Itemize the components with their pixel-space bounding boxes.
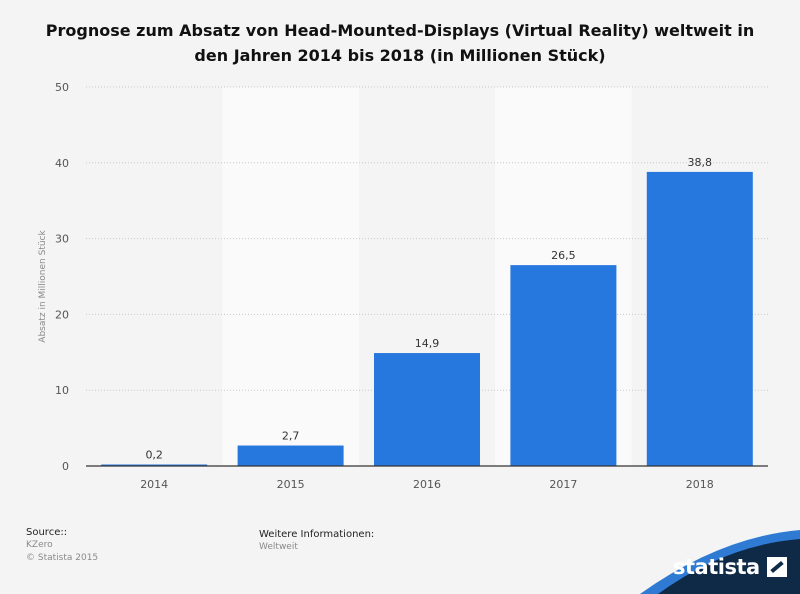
- source-block: Source:: KZero © Statista 2015: [26, 526, 98, 565]
- x-tick-label-2017: 2017: [549, 478, 577, 491]
- statista-logo-icon: [766, 557, 787, 577]
- plot-band: [222, 87, 359, 466]
- x-tick-label-2016: 2016: [413, 478, 441, 491]
- y-tick-label: 50: [55, 81, 69, 94]
- bar-2015[interactable]: [237, 445, 344, 466]
- data-label-2018: 38,8: [688, 156, 713, 169]
- copyright-text: © Statista 2015: [26, 553, 99, 563]
- y-tick-label: 40: [55, 157, 69, 170]
- y-tick-label: 10: [55, 384, 69, 397]
- info-heading: Weitere Informationen:: [259, 529, 375, 540]
- statista-logo-text: statista: [673, 555, 760, 579]
- y-tick-label: 0: [62, 460, 69, 473]
- data-label-2014: 0,2: [145, 448, 163, 461]
- info-value: Weltweit: [259, 542, 298, 552]
- y-tick-label: 30: [55, 233, 69, 246]
- x-tick-label-2015: 2015: [277, 478, 305, 491]
- chart-title: Prognose zum Absatz von Head-Mounted-Dis…: [45, 21, 755, 65]
- y-tick-label: 20: [55, 308, 69, 321]
- bar-2016[interactable]: [374, 353, 480, 466]
- x-tick-label-2018: 2018: [686, 478, 714, 491]
- data-label-2015: 2,7: [282, 430, 300, 443]
- data-label-2017: 26,5: [551, 249, 576, 262]
- data-label-2016: 14,9: [415, 337, 440, 350]
- info-block: Weitere Informationen: Weltweit: [259, 528, 374, 554]
- bar-2018[interactable]: [646, 171, 753, 466]
- bar-2014[interactable]: [101, 464, 208, 466]
- statista-logo[interactable]: statista: [673, 552, 787, 582]
- bar-2017[interactable]: [510, 265, 617, 466]
- y-axis-label: Absatz in Millionen Stück: [38, 230, 48, 343]
- x-tick-label-2014: 2014: [140, 478, 168, 491]
- source-heading: Source::: [26, 527, 68, 538]
- source-name[interactable]: KZero: [26, 540, 53, 550]
